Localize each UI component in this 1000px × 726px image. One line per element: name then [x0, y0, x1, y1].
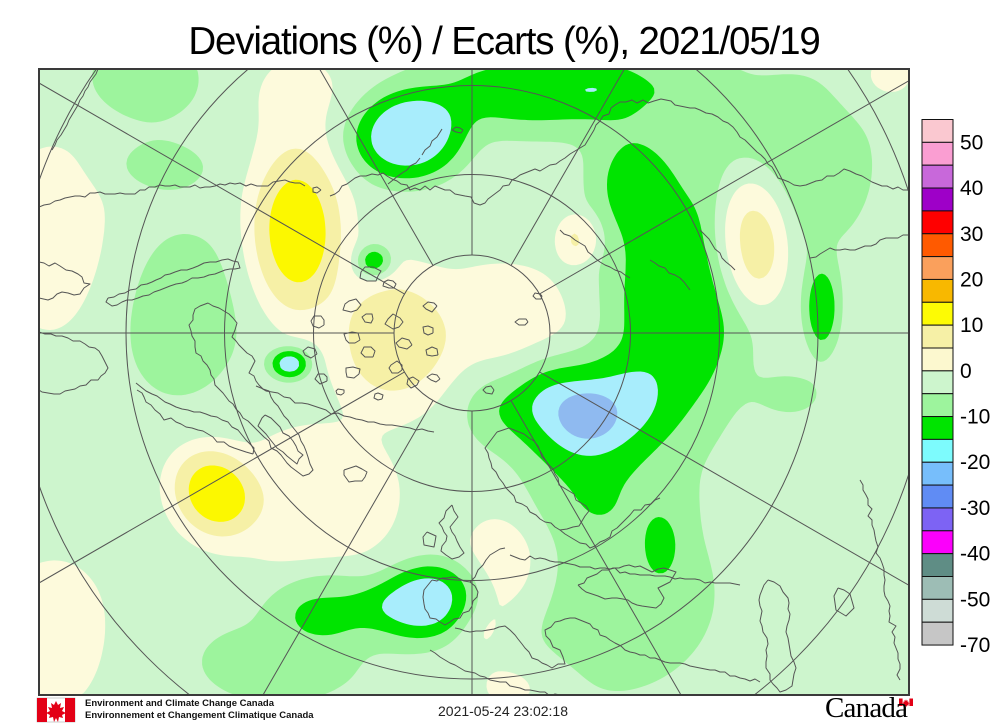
svg-text:-40: -40 [960, 543, 990, 566]
svg-text:-70: -70 [960, 634, 990, 657]
svg-text:30: 30 [960, 223, 983, 246]
svg-text:0: 0 [960, 360, 972, 383]
svg-text:-20: -20 [960, 451, 990, 474]
svg-text:40: 40 [960, 177, 983, 200]
svg-text:10: 10 [960, 314, 983, 337]
svg-text:20: 20 [960, 269, 983, 292]
svg-text:-30: -30 [960, 497, 990, 520]
svg-text:50: 50 [960, 131, 983, 154]
svg-text:-50: -50 [960, 588, 990, 611]
svg-text:-10: -10 [960, 406, 990, 429]
